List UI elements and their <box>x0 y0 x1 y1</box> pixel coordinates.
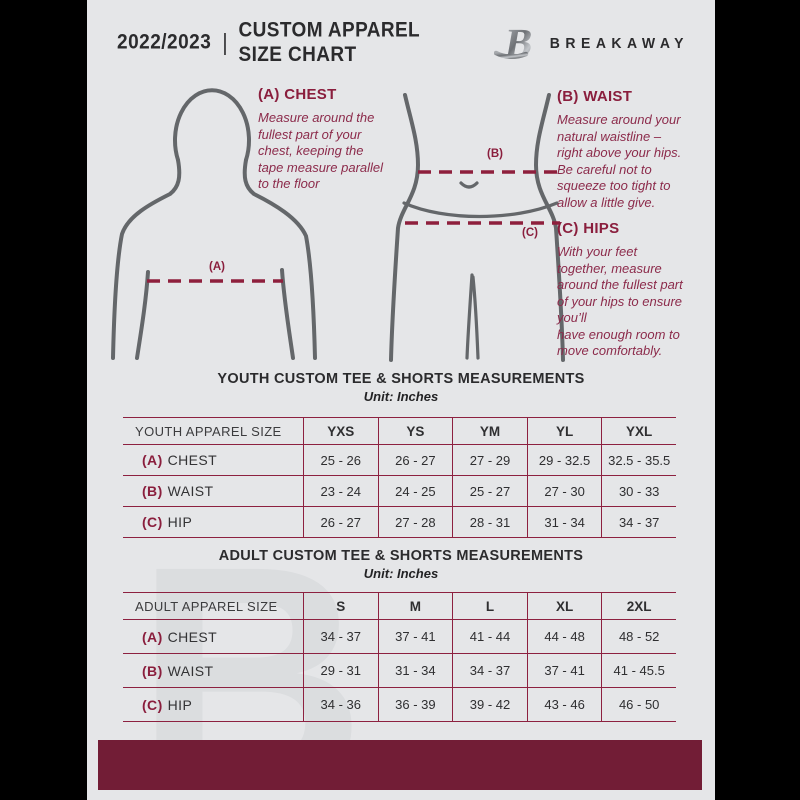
table-cell: 37 - 41 <box>526 654 602 687</box>
table-cell: 27 - 30 <box>526 476 602 506</box>
youth-table-header-row: YOUTH APPAREL SIZE YXS YS YM YL YXL <box>123 418 676 445</box>
adult-chest-row-label: (A) CHEST <box>123 620 303 653</box>
table-cell: 34 - 37 <box>452 654 527 687</box>
youth-size-table: YOUTH APPAREL SIZE YXS YS YM YL YXL (A) C… <box>123 417 676 538</box>
youth-col-yxl: YXL <box>601 418 676 444</box>
chest-guide-heading: (A) CHEST <box>258 86 337 103</box>
adult-table-header-row: ADULT APPAREL SIZE S M L XL 2XL <box>123 593 676 620</box>
chest-diagram <box>110 82 322 362</box>
row-name: HIP <box>167 514 193 530</box>
table-cell: 41 - 45.5 <box>601 654 676 687</box>
row-name: HIP <box>167 696 193 713</box>
adult-hip-row-label: (C) HIP <box>123 688 303 721</box>
adult-waist-row: (B) WAIST 29 - 31 31 - 34 34 - 37 37 - 41… <box>123 654 676 688</box>
table-cell: 26 - 27 <box>377 445 453 475</box>
adult-size-label: ADULT APPAREL SIZE <box>135 598 278 614</box>
table-cell: 34 - 37 <box>303 620 378 653</box>
table-cell: 31 - 34 <box>377 654 453 687</box>
waist-line-label: (B) <box>487 148 503 160</box>
adult-col-2xl: 2XL <box>601 593 676 619</box>
youth-chest-row-label: (A) CHEST <box>123 445 303 475</box>
row-key: (B) <box>142 483 163 499</box>
row-name: CHEST <box>167 452 218 468</box>
table-cell: 43 - 46 <box>526 688 602 721</box>
waist-guide-heading: (B) WAIST <box>557 88 633 105</box>
youth-waist-row-label: (B) WAIST <box>123 476 303 506</box>
hips-guide-heading: (C) HIPS <box>557 220 620 237</box>
hip-line-label: (C) <box>522 227 538 239</box>
table-cell: 34 - 37 <box>601 507 676 537</box>
row-key: (A) <box>142 628 163 645</box>
table-cell: 34 - 36 <box>303 688 378 721</box>
table-cell: 48 - 52 <box>601 620 676 653</box>
table-cell: 25 - 26 <box>303 445 378 475</box>
season-year: 2022/2023 <box>117 30 212 55</box>
table-cell: 29 - 31 <box>303 654 378 687</box>
row-name: WAIST <box>167 483 214 499</box>
table-cell: 46 - 50 <box>601 688 676 721</box>
adult-waist-row-label: (B) WAIST <box>123 654 303 687</box>
table-cell: 29 - 32.5 <box>526 445 602 475</box>
waist-guide: (B) WAIST Measure around your natural wa… <box>557 88 713 211</box>
header-divider: | <box>222 29 228 56</box>
page-title: CUSTOM APPAREL SIZE CHART <box>238 18 420 67</box>
chest-guide: (A) CHEST Measure around the fullest par… <box>258 86 428 193</box>
table-cell: 23 - 24 <box>303 476 378 506</box>
row-key: (C) <box>142 514 163 530</box>
table-cell: 30 - 33 <box>601 476 676 506</box>
youth-waist-row: (B) WAIST 23 - 24 24 - 25 25 - 27 27 - 30… <box>123 476 676 507</box>
table-cell: 39 - 42 <box>452 688 527 721</box>
row-key: (B) <box>142 662 163 679</box>
youth-hip-row: (C) HIP 26 - 27 27 - 28 28 - 31 31 - 34 3… <box>123 507 676 538</box>
waist-hips-diagram <box>386 93 568 362</box>
youth-size-label: YOUTH APPAREL SIZE <box>135 423 282 439</box>
footer-accent-bar <box>98 740 702 790</box>
adult-section-title: ADULT CUSTOM TEE & SHORTS MEASUREMENTS <box>218 548 584 564</box>
adult-col-xl: XL <box>526 593 602 619</box>
adult-chest-row: (A) CHEST 34 - 37 37 - 41 41 - 44 44 - 48… <box>123 620 676 654</box>
table-cell: 32.5 - 35.5 <box>601 445 676 475</box>
breakaway-logo-icon: B <box>493 20 536 65</box>
table-cell: 28 - 31 <box>452 507 527 537</box>
table-cell: 25 - 27 <box>452 476 527 506</box>
youth-col-ym: YM <box>452 418 527 444</box>
page-header: 2022/2023 | CUSTOM APPAREL SIZE CHART B <box>117 18 689 66</box>
youth-col-yxs: YXS <box>303 418 378 444</box>
adult-col-m: M <box>377 593 453 619</box>
table-cell: 37 - 41 <box>377 620 453 653</box>
chest-line-label: (A) <box>209 261 225 273</box>
adult-section-unit: Unit: Inches <box>363 566 439 581</box>
youth-hip-row-label: (C) HIP <box>123 507 303 537</box>
chest-guide-text: Measure around the fullest part of your … <box>258 110 384 191</box>
hips-guide: (C) HIPS With your feet together, measur… <box>557 220 715 360</box>
table-cell: 31 - 34 <box>526 507 602 537</box>
table-cell: 41 - 44 <box>452 620 527 653</box>
waist-guide-text: Measure around your natural waistline – … <box>557 112 682 210</box>
brand-name: BREAKAWAY <box>549 34 689 52</box>
row-key: (C) <box>142 696 163 713</box>
youth-col-yl: YL <box>526 418 602 444</box>
table-cell: 36 - 39 <box>377 688 453 721</box>
adult-col-s: S <box>303 593 378 619</box>
youth-section-unit: Unit: Inches <box>363 389 439 404</box>
row-name: WAIST <box>167 662 214 679</box>
hips-guide-text: With your feet together, measure around … <box>557 244 683 358</box>
table-cell: 24 - 25 <box>377 476 453 506</box>
adult-col-l: L <box>452 593 527 619</box>
adult-hip-row: (C) HIP 34 - 36 36 - 39 39 - 42 43 - 46 4… <box>123 688 676 722</box>
size-chart-page: 2022/2023 | CUSTOM APPAREL SIZE CHART B <box>87 0 715 800</box>
row-name: CHEST <box>167 628 218 645</box>
table-cell: 27 - 28 <box>377 507 453 537</box>
youth-section-title: YOUTH CUSTOM TEE & SHORTS MEASUREMENTS <box>217 371 585 387</box>
table-cell: 44 - 48 <box>526 620 602 653</box>
row-key: (A) <box>142 452 163 468</box>
adult-size-table: ADULT APPAREL SIZE S M L XL 2XL (A) CHEST… <box>123 592 676 722</box>
table-cell: 27 - 29 <box>452 445 527 475</box>
youth-chest-row: (A) CHEST 25 - 26 26 - 27 27 - 29 29 - 32… <box>123 445 676 476</box>
youth-col-ys: YS <box>377 418 453 444</box>
table-cell: 26 - 27 <box>303 507 378 537</box>
